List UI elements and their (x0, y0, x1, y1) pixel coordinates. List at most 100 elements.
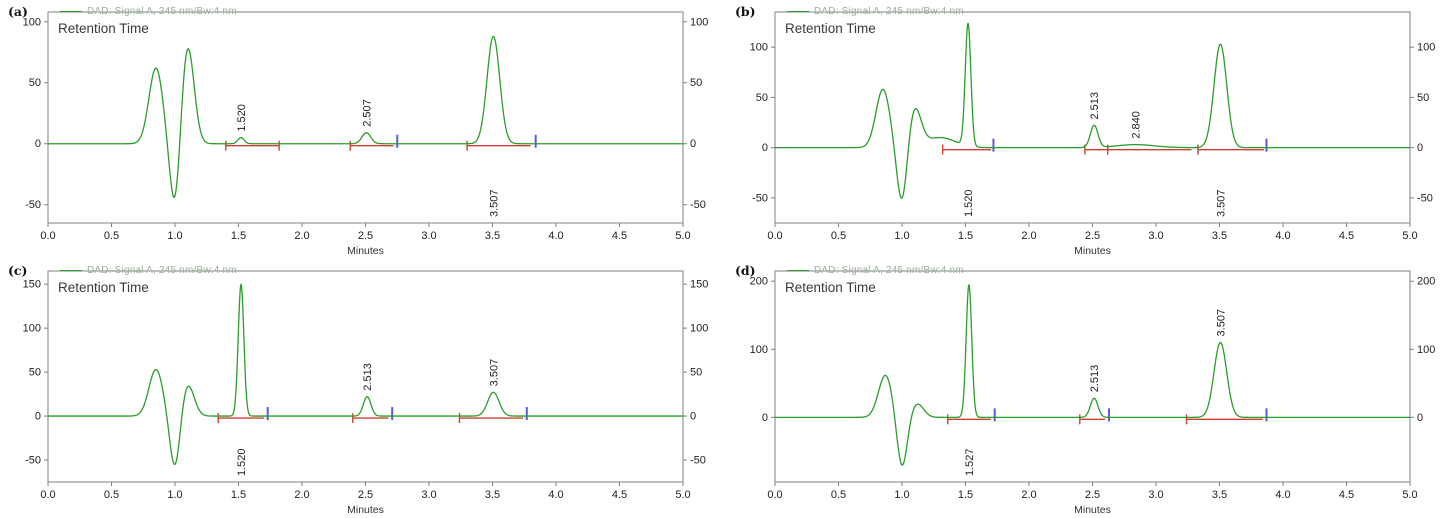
svg-text:2.513: 2.513 (1089, 92, 1101, 120)
svg-text:0.0: 0.0 (767, 230, 782, 242)
svg-text:4.0: 4.0 (1275, 230, 1290, 242)
svg-text:0: 0 (762, 412, 768, 424)
svg-text:4.5: 4.5 (612, 489, 627, 501)
svg-text:0: 0 (690, 411, 696, 423)
svg-text:-50: -50 (1417, 192, 1433, 204)
svg-text:3.5: 3.5 (1212, 489, 1227, 501)
svg-text:-50: -50 (690, 199, 706, 211)
svg-text:3.5: 3.5 (1212, 230, 1227, 242)
svg-text:5.0: 5.0 (1402, 230, 1417, 242)
retention-time-label: Retention Time (785, 21, 876, 36)
svg-text:2.5: 2.5 (1085, 489, 1100, 501)
svg-text:0.5: 0.5 (104, 230, 119, 242)
svg-text:50: 50 (756, 92, 768, 104)
svg-text:2.0: 2.0 (294, 230, 309, 242)
svg-text:1.0: 1.0 (894, 489, 909, 501)
legend: DAD: Signal A, 245 nm/Bw:4 nm (60, 265, 237, 276)
svg-text:0: 0 (1417, 142, 1423, 154)
svg-text:2.513: 2.513 (1089, 365, 1101, 393)
legend: DAD: Signal A, 245 nm/Bw:4 nm (787, 265, 964, 276)
panel-d: (d) 0 0 100 100 200 200 0.0 0.5 1.0 1.5 2.0 2.5 3.0 3… (727, 259, 1454, 518)
svg-text:1.5: 1.5 (958, 230, 973, 242)
svg-text:5.0: 5.0 (675, 489, 690, 501)
x-axis-title: Minutes (1074, 504, 1111, 516)
svg-text:100: 100 (1417, 42, 1435, 54)
chromatogram-svg-b: -50 -50 0 0 50 50 100 100 0.0 0.5 1.0 1.5 2.0 2.5 3.0 3… (750, 11, 1435, 242)
svg-text:200: 200 (750, 276, 768, 288)
svg-text:4.0: 4.0 (1275, 489, 1290, 501)
svg-text:2.0: 2.0 (294, 489, 309, 501)
svg-text:100: 100 (690, 16, 708, 28)
svg-text:3.5: 3.5 (485, 230, 500, 242)
svg-text:0.5: 0.5 (831, 489, 846, 501)
plot-area-c: -50 -50 0 0 50 50 100 100 150 150 0.0 0.5 1.0 1.5 2.0 2… (0, 259, 727, 518)
svg-text:3.0: 3.0 (1148, 230, 1163, 242)
svg-text:5.0: 5.0 (675, 230, 690, 242)
svg-text:3.507: 3.507 (1215, 309, 1227, 337)
svg-text:100: 100 (23, 323, 41, 335)
svg-text:3.507: 3.507 (488, 189, 500, 217)
svg-text:-50: -50 (25, 455, 41, 467)
svg-text:2.5: 2.5 (358, 489, 373, 501)
legend: DAD: Signal A, 245 nm/Bw:4 nm (787, 6, 964, 17)
svg-text:1.0: 1.0 (167, 489, 182, 501)
panel-c: (c) -50 -50 0 0 50 50 100 100 150 150 0.0 0.5 1.0 1.5… (0, 259, 727, 518)
svg-text:1.520: 1.520 (236, 448, 248, 476)
svg-text:50: 50 (29, 367, 41, 379)
svg-text:0: 0 (690, 138, 696, 150)
svg-text:4.5: 4.5 (612, 230, 627, 242)
plot-area-b: -50 -50 0 0 50 50 100 100 0.0 0.5 1.0 1.5 2.0 2.5 3.0 3… (727, 0, 1454, 259)
svg-text:150: 150 (690, 279, 708, 291)
legend-line-icon (787, 11, 809, 12)
svg-text:2.0: 2.0 (1021, 489, 1036, 501)
svg-text:50: 50 (690, 77, 702, 89)
legend-text: DAD: Signal A, 245 nm/Bw:4 nm (87, 6, 237, 17)
svg-text:50: 50 (1417, 92, 1429, 104)
svg-text:3.507: 3.507 (1215, 189, 1227, 217)
svg-text:-50: -50 (25, 199, 41, 211)
chromatogram-svg-a: -50 -50 0 0 50 50 100 100 0.0 0.5 1.0 1.5 2.0 2.5 3.0 3… (23, 11, 708, 242)
legend: DAD: Signal A, 245 nm/Bw:4 nm (60, 6, 237, 17)
panel-letter: (b) (735, 4, 756, 19)
svg-text:0.0: 0.0 (40, 489, 55, 501)
svg-text:1.0: 1.0 (167, 230, 182, 242)
svg-text:100: 100 (23, 16, 41, 28)
svg-text:100: 100 (750, 42, 768, 54)
plot-area-a: -50 -50 0 0 50 50 100 100 0.0 0.5 1.0 1.5 2.0 2.5 3.0 3… (0, 0, 727, 259)
legend-text: DAD: Signal A, 245 nm/Bw:4 nm (87, 265, 237, 276)
x-axis-title: Minutes (347, 504, 384, 516)
svg-text:1.520: 1.520 (236, 104, 248, 132)
x-axis-title: Minutes (347, 245, 384, 257)
svg-text:2.5: 2.5 (358, 230, 373, 242)
panel-letter: (c) (8, 263, 28, 278)
plot-area-d: 0 0 100 100 200 200 0.0 0.5 1.0 1.5 2.0 2.5 3.0 3.5 4.… (727, 259, 1454, 518)
svg-text:150: 150 (23, 279, 41, 291)
svg-text:0.0: 0.0 (767, 489, 782, 501)
svg-text:0.5: 0.5 (104, 489, 119, 501)
svg-text:2.0: 2.0 (1021, 230, 1036, 242)
svg-text:0: 0 (762, 142, 768, 154)
chromatogram-svg-d: 0 0 100 100 200 200 0.0 0.5 1.0 1.5 2.0 2.5 3.0 3.5 4.… (750, 270, 1435, 501)
svg-text:2.5: 2.5 (1085, 230, 1100, 242)
svg-text:-50: -50 (752, 192, 768, 204)
svg-text:1.520: 1.520 (963, 189, 975, 217)
svg-text:0.5: 0.5 (831, 230, 846, 242)
panel-a: (a) -50 -50 0 0 50 50 100 100 0.0 0.5 1.0 1.5 2.0 2.5… (0, 0, 727, 259)
svg-text:100: 100 (750, 344, 768, 356)
panel-letter: (a) (8, 4, 28, 19)
svg-text:3.5: 3.5 (485, 489, 500, 501)
svg-text:2.513: 2.513 (362, 363, 374, 391)
svg-text:1.5: 1.5 (231, 230, 246, 242)
svg-text:1.5: 1.5 (231, 489, 246, 501)
svg-text:100: 100 (1417, 344, 1435, 356)
chromatogram-svg-c: -50 -50 0 0 50 50 100 100 150 150 0.0 0.5 1.0 1.5 2.0 2… (23, 270, 708, 501)
svg-text:5.0: 5.0 (1402, 489, 1417, 501)
legend-line-icon (787, 270, 809, 271)
svg-text:4.5: 4.5 (1339, 230, 1354, 242)
x-axis-title: Minutes (1074, 245, 1111, 257)
svg-text:4.5: 4.5 (1339, 489, 1354, 501)
svg-text:200: 200 (1417, 276, 1435, 288)
svg-text:0: 0 (1417, 412, 1423, 424)
svg-text:3.507: 3.507 (488, 359, 500, 387)
